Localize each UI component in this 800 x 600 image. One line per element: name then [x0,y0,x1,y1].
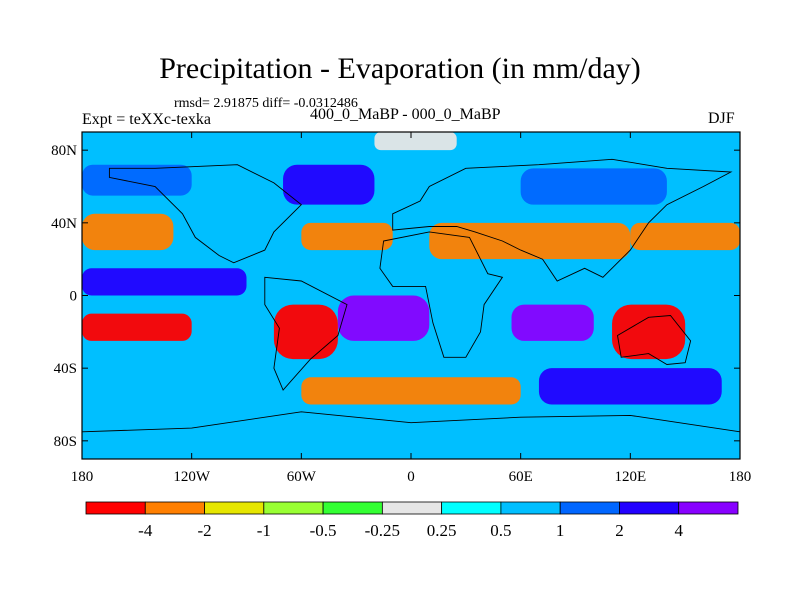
coastline-antarctica [82,411,740,459]
coastline-africa [379,231,504,358]
coastline-eurasia [392,158,733,282]
region-south-pacific-dry [82,313,192,341]
coastline-south-america [264,276,348,391]
colorbar-swatch [322,501,383,515]
axes: 180 120W 60W 0 60E 120E 180 80N 40N 0 40S 80S [51,132,751,485]
colorbar-label: 2 [615,521,624,540]
y-tick-label: 0 [70,289,78,305]
colorbar-swatch [144,501,205,515]
colorbar-label: 1 [556,521,565,540]
colorbar-label: -0.25 [365,521,400,540]
region-tropical-pacific-wet [82,268,247,296]
region-southern-ocean-wet [538,368,722,405]
region-south-america-dry [273,304,338,360]
y-tick-label: 40S [54,361,77,377]
stats-text: rmsd= 2.91875 diff= -0.0312486 [174,96,358,111]
colorbar-label: -4 [138,521,153,540]
region-mid-atlantic-dry [301,222,393,251]
x-tick-label: 180 [71,469,94,485]
chart-title: Precipitation - Evaporation (in mm/day) [159,52,641,85]
x-tick-label: 120W [173,469,211,485]
colorbar: -4 -2 -1 -0.5 -0.25 0.25 0.5 1 2 4 [85,501,739,540]
region-indian-ocean-wet [511,304,594,341]
colorbar-swatch [204,501,265,515]
region-antarctic-band [82,426,740,459]
y-tick-label: 80N [51,143,77,159]
x-tick-label: 60W [287,469,317,485]
colorbar-swatch [678,501,739,515]
plot-area [82,132,740,459]
colorbar-swatch [500,501,561,515]
region-eurasia-dry [429,222,631,260]
colorbar-label: 4 [674,521,683,540]
region-north-atlantic-wet [283,164,375,205]
region-southern-ocean-dry [301,377,521,405]
colorbar-swatch [381,501,443,515]
colorbar-label: -2 [197,521,211,540]
colorbar-swatch [85,501,146,515]
y-tick-label: 40N [51,216,77,232]
colorbar-swatch [619,501,680,515]
x-tick-label: 0 [407,469,415,485]
region-australia-dry [612,304,686,360]
x-tick-label: 180 [729,469,752,485]
chart-subtitle: 400_0_MaBP - 000_0_MaBP [310,106,501,123]
region-south-atlantic-wet [337,295,430,341]
season-label: DJF [708,110,735,127]
coastline-australia [617,315,692,365]
colorbar-label: -0.5 [310,521,337,540]
colorbar-label: 0.5 [490,521,511,540]
region-siberia-wet [520,168,667,205]
coastline-north-america [108,164,302,264]
colorbar-swatch [559,501,620,515]
region-north-pacific-dry [82,213,174,251]
x-tick-label: 120E [614,469,646,485]
colorbar-label: 0.25 [427,521,457,540]
experiment-label: Expt = teXXc-texka [82,111,211,128]
region-arctic-patch [374,132,457,151]
colorbar-swatch [441,501,502,515]
colorbar-label: -1 [257,521,271,540]
region-west-pacific-dry [630,222,740,251]
y-tick-label: 80S [54,434,77,450]
x-tick-label: 60E [509,469,533,485]
region-north-pacific-wet [82,164,192,196]
colorbar-swatch [263,501,324,515]
